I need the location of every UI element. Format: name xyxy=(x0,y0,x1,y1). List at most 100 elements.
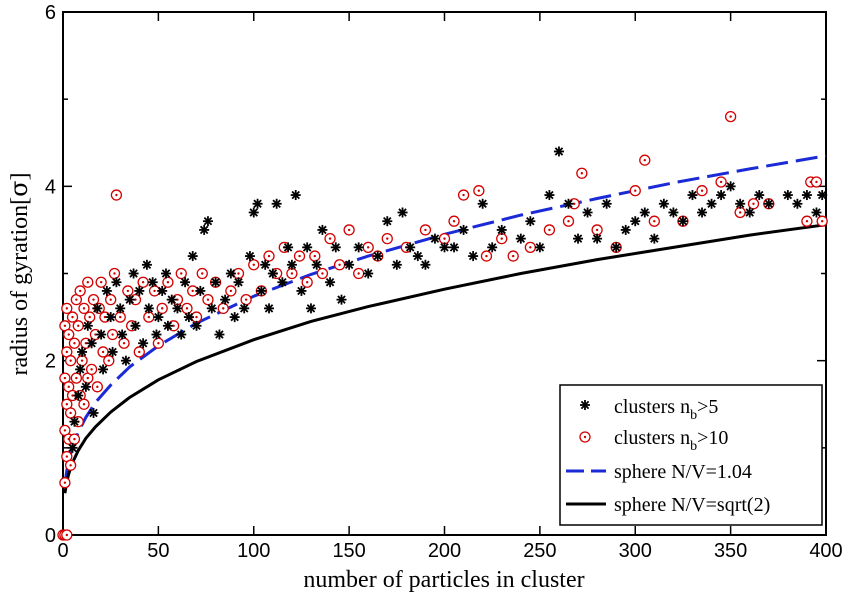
data-point-nb5 xyxy=(525,216,536,227)
data-point-nb10 xyxy=(301,276,313,288)
data-point-nb10 xyxy=(202,293,214,306)
x-tick-label: 0 xyxy=(57,540,68,562)
data-point-nb5 xyxy=(630,216,641,227)
data-point-nb5 xyxy=(601,198,612,209)
data-point-nb10 xyxy=(507,250,519,262)
data-point-nb5 xyxy=(96,329,107,340)
x-tick-label: 400 xyxy=(809,540,842,562)
data-point-nb10 xyxy=(106,328,119,341)
data-point-nb5 xyxy=(302,242,313,253)
data-point-nb10 xyxy=(95,276,107,288)
y-tick-label: 6 xyxy=(45,2,56,24)
data-point-nb5 xyxy=(233,277,244,288)
data-point-nb10 xyxy=(114,311,126,323)
data-point-nb5 xyxy=(496,224,507,235)
data-point-nb10 xyxy=(448,215,460,227)
series-clusters-nb-gt-5 xyxy=(67,146,828,453)
data-point-nb10 xyxy=(591,224,603,236)
data-point-nb5 xyxy=(563,198,574,209)
data-point-nb5 xyxy=(267,268,278,279)
data-point-nb5 xyxy=(183,312,194,323)
data-point-nb5 xyxy=(487,242,498,253)
legend-star-glyph xyxy=(580,400,590,410)
data-point-nb10 xyxy=(156,302,168,315)
data-point-nb5 xyxy=(353,242,364,253)
data-point-nb10 xyxy=(225,285,237,297)
data-point-nb5 xyxy=(687,190,698,201)
x-tick-label: 150 xyxy=(332,540,365,562)
data-point-nb10 xyxy=(629,185,641,197)
data-point-nb10 xyxy=(87,293,100,306)
data-point-nb10 xyxy=(381,232,393,245)
legend-item-sphere-104: sphere N/V=1.04 xyxy=(566,461,752,483)
data-point-nb10 xyxy=(72,320,84,332)
data-point-nb5 xyxy=(172,303,183,314)
legend-circle-glyph xyxy=(579,431,591,443)
data-point-nb10 xyxy=(152,337,165,349)
data-point-nb10 xyxy=(333,259,346,271)
x-tick-label: 200 xyxy=(428,540,461,562)
data-point-nb10 xyxy=(118,337,130,349)
data-point-nb10 xyxy=(263,250,275,262)
data-point-nb5 xyxy=(277,277,288,288)
data-point-nb10 xyxy=(122,285,134,297)
data-point-nb10 xyxy=(196,267,208,280)
data-point-nb5 xyxy=(191,320,202,331)
data-point-nb5 xyxy=(439,242,450,253)
data-point-nb10 xyxy=(343,224,355,236)
data-point-nb10 xyxy=(353,267,365,280)
data-point-nb10 xyxy=(248,259,260,271)
data-point-nb5 xyxy=(801,190,812,201)
data-point-nb5 xyxy=(244,251,255,262)
data-point-nb5 xyxy=(151,329,162,340)
x-tick-label: 250 xyxy=(523,540,556,562)
data-point-nb10 xyxy=(524,241,536,254)
data-point-nb5 xyxy=(611,242,622,253)
data-point-nb10 xyxy=(801,215,813,227)
x-tick-label: 300 xyxy=(619,540,652,562)
data-point-nb5 xyxy=(763,198,774,209)
data-point-nb5 xyxy=(283,242,294,253)
data-point-nb5 xyxy=(735,198,746,209)
legend-circle-marker xyxy=(579,431,591,443)
data-point-nb5 xyxy=(88,407,99,418)
data-point-nb10 xyxy=(181,302,193,315)
data-point-nb5 xyxy=(458,224,469,235)
x-axis-label: number of particles in cluster xyxy=(303,567,584,593)
data-point-nb5 xyxy=(117,329,128,340)
data-point-nb5 xyxy=(817,190,828,201)
data-point-nb10 xyxy=(61,302,73,315)
data-point-nb5 xyxy=(124,294,135,305)
data-point-nb10 xyxy=(105,293,117,306)
data-point-nb10 xyxy=(143,311,155,323)
y-axis-label: radius of gyration[σ] xyxy=(5,172,33,375)
data-point-nb10 xyxy=(316,267,329,280)
data-point-nb5 xyxy=(592,233,603,244)
data-point-nb5 xyxy=(141,259,152,270)
data-point-nb10 xyxy=(473,185,485,197)
data-point-nb10 xyxy=(648,215,660,227)
x-tick-label: 350 xyxy=(714,540,747,562)
data-point-nb5 xyxy=(811,207,822,218)
data-point-nb5 xyxy=(162,320,173,331)
x-axis: 0 50 100 150 200 250 300 350 400 xyxy=(57,12,843,562)
data-point-nb5 xyxy=(115,303,126,314)
data-point-nb10 xyxy=(543,224,556,236)
data-point-nb5 xyxy=(105,312,116,323)
data-point-nb10 xyxy=(68,433,81,445)
data-point-nb10 xyxy=(137,276,149,288)
y-axis-label-sigma: σ xyxy=(5,180,33,196)
data-point-nb5 xyxy=(582,207,593,218)
data-point-nb5 xyxy=(98,364,109,375)
data-point-nb10 xyxy=(74,285,86,297)
legend-box xyxy=(559,384,823,526)
data-point-nb10 xyxy=(148,285,161,297)
data-point-nb5 xyxy=(73,390,84,401)
data-point-nb10 xyxy=(68,337,81,349)
data-point-nb5 xyxy=(412,251,423,262)
data-point-nb10 xyxy=(91,381,103,393)
data-point-nb10 xyxy=(480,250,493,262)
data-point-nb5 xyxy=(317,224,328,235)
data-point-nb10 xyxy=(562,215,575,227)
legend-star-marker xyxy=(580,400,590,410)
